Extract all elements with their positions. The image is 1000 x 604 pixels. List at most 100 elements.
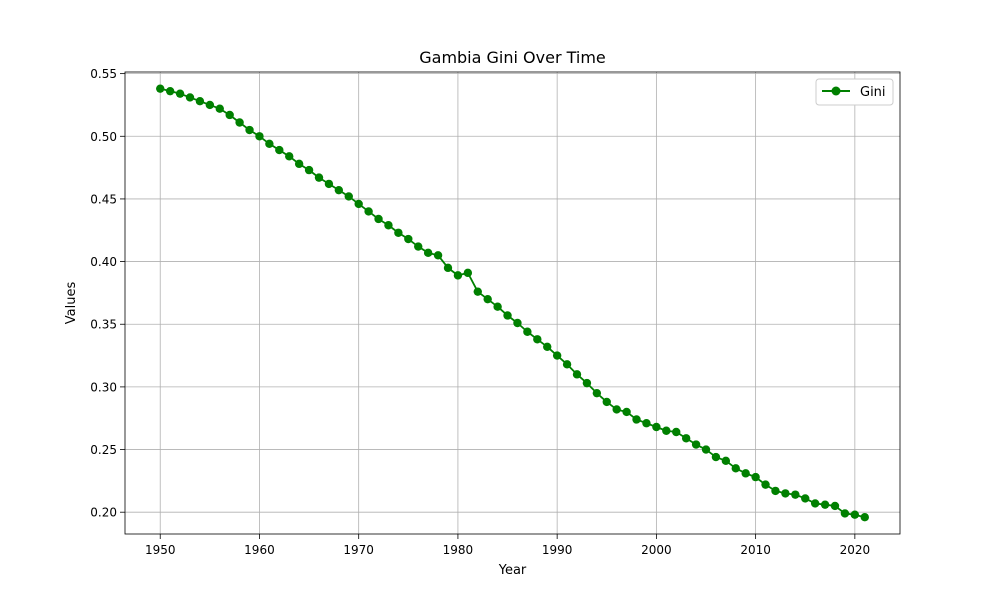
y-tick-label: 0.50 bbox=[90, 130, 117, 144]
data-point bbox=[225, 110, 234, 120]
data-point bbox=[294, 159, 304, 169]
data-point bbox=[364, 207, 373, 216]
y-tick-label: 0.45 bbox=[90, 192, 117, 206]
data-point bbox=[245, 125, 254, 135]
data-point bbox=[503, 311, 512, 320]
data-point bbox=[473, 287, 482, 296]
x-axis-label: Year bbox=[498, 563, 527, 578]
data-point bbox=[612, 405, 621, 414]
data-point bbox=[771, 486, 780, 496]
data-point bbox=[681, 434, 691, 443]
data-point bbox=[672, 427, 681, 437]
data-point bbox=[255, 132, 264, 141]
data-point bbox=[810, 499, 820, 508]
data-point bbox=[662, 426, 671, 435]
x-tick-label: 2010 bbox=[740, 543, 771, 557]
x-tick-label: 1950 bbox=[145, 543, 176, 557]
x-tick-label: 2020 bbox=[840, 543, 871, 557]
data-point bbox=[761, 480, 770, 489]
plot-frame bbox=[124, 71, 901, 535]
data-point bbox=[156, 84, 165, 93]
data-point bbox=[830, 501, 840, 511]
data-point bbox=[572, 370, 582, 379]
data-point bbox=[205, 100, 215, 110]
data-point bbox=[314, 173, 324, 182]
x-axis: 1950 1960 1970 1980 1990 2000 2010 2020 bbox=[145, 534, 870, 557]
data-point bbox=[582, 378, 592, 388]
data-point bbox=[523, 327, 532, 336]
series-layer bbox=[156, 84, 869, 522]
y-tick-label: 0.55 bbox=[90, 67, 117, 81]
y-tick-label: 0.25 bbox=[90, 443, 117, 457]
data-point bbox=[840, 509, 850, 518]
data-point bbox=[533, 335, 542, 344]
data-point bbox=[304, 165, 314, 175]
data-point bbox=[175, 89, 185, 98]
data-point bbox=[463, 268, 473, 278]
data-point bbox=[652, 422, 661, 432]
data-point bbox=[860, 513, 869, 522]
data-point bbox=[741, 469, 750, 478]
data-point bbox=[324, 179, 334, 189]
data-point bbox=[414, 242, 423, 251]
data-point bbox=[354, 199, 363, 209]
data-point bbox=[344, 192, 353, 201]
data-point bbox=[265, 139, 274, 148]
data-point bbox=[701, 445, 711, 454]
data-point bbox=[493, 302, 502, 311]
data-point bbox=[483, 294, 492, 304]
data-point bbox=[513, 318, 522, 328]
data-point bbox=[820, 500, 830, 509]
data-point bbox=[850, 510, 860, 519]
grid bbox=[125, 72, 900, 534]
data-point bbox=[801, 494, 810, 503]
data-point bbox=[552, 351, 562, 360]
data-point bbox=[592, 388, 602, 398]
data-point bbox=[453, 271, 463, 280]
data-point bbox=[632, 415, 641, 424]
chart-title: Gambia Gini Over Time bbox=[419, 48, 606, 67]
data-point bbox=[275, 145, 284, 155]
data-point bbox=[691, 440, 701, 449]
data-point bbox=[384, 221, 393, 230]
data-point bbox=[731, 464, 740, 473]
y-axis: 0.20 0.25 0.30 0.35 0.40 0.45 0.50 0.55 bbox=[90, 67, 125, 520]
data-point bbox=[235, 118, 244, 127]
y-tick-label: 0.35 bbox=[90, 318, 117, 332]
data-point bbox=[721, 456, 731, 466]
y-tick-label: 0.30 bbox=[90, 380, 117, 394]
data-point bbox=[394, 228, 403, 237]
data-point bbox=[622, 407, 631, 417]
data-point bbox=[285, 152, 294, 161]
data-point bbox=[404, 234, 413, 244]
data-point bbox=[543, 342, 552, 351]
x-tick-label: 1960 bbox=[244, 543, 275, 557]
data-point bbox=[562, 360, 572, 369]
legend-marker-swatch bbox=[831, 86, 841, 96]
data-point bbox=[423, 248, 433, 258]
data-point bbox=[334, 185, 344, 195]
data-point bbox=[433, 251, 443, 260]
data-point bbox=[711, 452, 721, 462]
x-tick-label: 1970 bbox=[343, 543, 374, 557]
y-tick-label: 0.20 bbox=[90, 506, 117, 520]
x-tick-label: 2000 bbox=[641, 543, 672, 557]
data-point bbox=[642, 419, 651, 428]
y-axis-label: Values bbox=[64, 282, 79, 325]
y-tick-label: 0.40 bbox=[90, 255, 117, 269]
data-point bbox=[602, 397, 611, 407]
data-point bbox=[195, 97, 205, 106]
data-point bbox=[165, 86, 175, 96]
legend-label: Gini bbox=[860, 85, 886, 100]
data-point bbox=[185, 93, 195, 102]
legend-box bbox=[815, 78, 894, 106]
legend: Gini bbox=[815, 78, 894, 106]
data-point bbox=[751, 472, 760, 482]
data-point bbox=[781, 489, 790, 498]
data-point bbox=[374, 214, 383, 224]
x-tick-label: 1980 bbox=[443, 543, 474, 557]
data-point bbox=[791, 490, 800, 499]
data-point bbox=[215, 104, 224, 113]
